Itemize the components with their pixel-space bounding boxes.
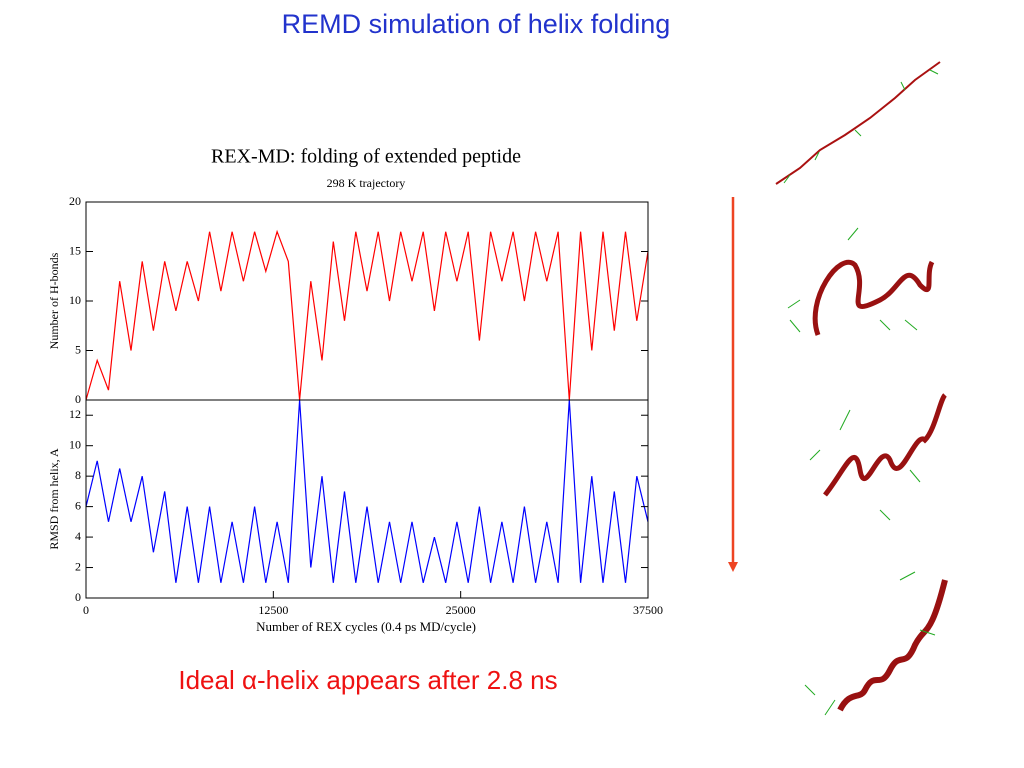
y-tick-label: 8 — [75, 468, 81, 482]
mid-fold — [823, 393, 948, 497]
y-axis-label: RMSD from helix, A — [47, 448, 61, 550]
x-axis-label: Number of REX cycles (0.4 ps MD/cycle) — [256, 619, 476, 634]
helix — [837, 579, 948, 712]
side-chains — [787, 227, 918, 333]
x-tick-label: 12500 — [258, 603, 288, 617]
slide-title: REMD simulation of helix folding — [282, 9, 671, 39]
y-tick-label: 15 — [69, 243, 81, 257]
caption: Ideal α-helix appears after 2.8 ns — [178, 665, 557, 695]
molecules — [775, 61, 948, 716]
y-tick-label: 2 — [75, 559, 81, 573]
y-tick-label: 4 — [75, 529, 81, 543]
arrowhead — [728, 562, 738, 572]
y-tick-label: 6 — [75, 498, 81, 512]
partial-fold — [812, 259, 935, 336]
x-tick-label: 37500 — [633, 603, 663, 617]
plot-frame — [85, 399, 649, 599]
y-tick-label: 12 — [69, 407, 81, 421]
y-tick-label: 0 — [75, 392, 81, 406]
side-chains — [809, 409, 921, 521]
side-chains — [783, 69, 939, 184]
plot-frame — [85, 201, 649, 401]
chart-title: REX-MD: folding of extended peptide — [211, 146, 521, 168]
y-tick-label: 20 — [69, 194, 81, 208]
y-tick-label: 5 — [75, 342, 81, 356]
y-tick-label: 0 — [75, 590, 81, 604]
data-line — [85, 399, 649, 583]
chart-subtitle: 298 K trajectory — [327, 176, 406, 190]
x-tick-label: 25000 — [446, 603, 476, 617]
y-tick-label: 10 — [69, 437, 81, 451]
extended-peptide — [775, 61, 941, 185]
x-tick-label: 0 — [83, 603, 89, 617]
y-tick-label: 10 — [69, 293, 81, 307]
side-chains — [804, 571, 936, 716]
data-line — [85, 229, 649, 401]
y-axis-label: Number of H-bonds — [47, 252, 61, 349]
